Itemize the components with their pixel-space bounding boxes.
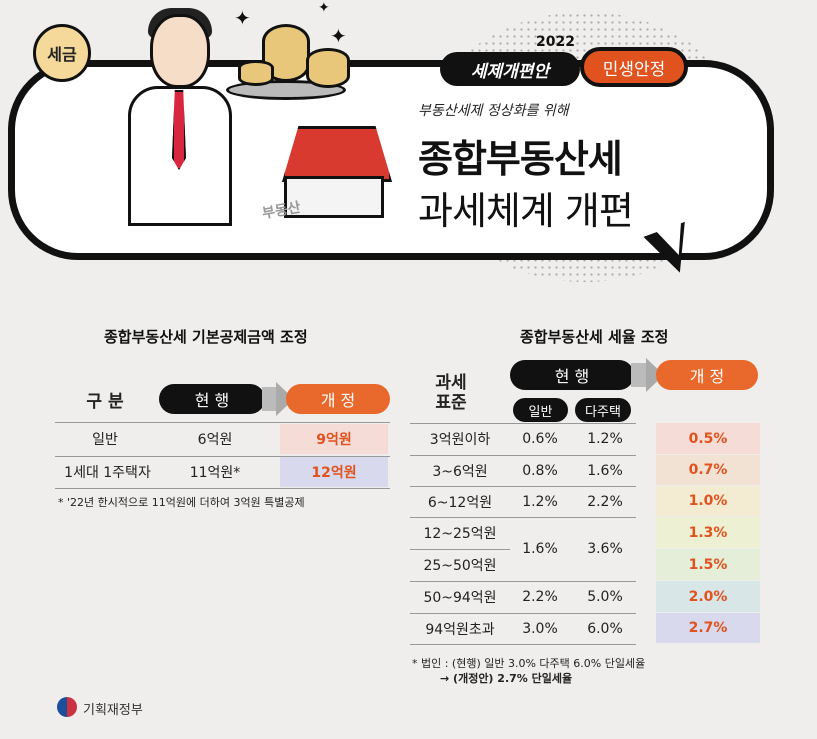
coin-label: 세금	[47, 45, 77, 64]
rate-row-multi: 2.2%	[587, 493, 623, 510]
rate-row-multi: 1.2%	[587, 431, 623, 447]
coin-stack-2	[306, 48, 350, 88]
rate-row-revised: 1.3%	[656, 517, 760, 548]
coin-icon: 세금	[33, 24, 91, 82]
series-tag: 세제개편안	[440, 52, 580, 86]
rate-row-revised: 1.5%	[656, 549, 760, 580]
deduction-row-current: 11억원*	[189, 465, 241, 481]
hero-title-line2: 과세체계 개편	[418, 189, 634, 233]
rate-row-general: 1.2%	[522, 493, 558, 510]
deduction-row-current: 6억원	[197, 432, 233, 448]
rate-note-2: → (개정안) 2.7% 단일세율	[440, 672, 573, 685]
rate-row-general: 3.0%	[522, 620, 558, 637]
rate-row-base: 50~94억원	[423, 590, 497, 606]
rate-row-multi: 3.6%	[587, 541, 623, 557]
rate-row-general: 1.6%	[522, 541, 558, 557]
house-body	[284, 176, 384, 218]
rate-row-base: 94억원초과	[425, 621, 495, 638]
deduction-row-revised-bg	[280, 457, 388, 487]
deduction-row-revised-bg	[280, 424, 388, 454]
divider	[410, 581, 636, 582]
sparkle-icon: ✦	[318, 0, 330, 16]
rate-row-revised: 0.5%	[656, 423, 760, 454]
hero-title-line1: 종합부동산세	[418, 137, 623, 181]
rate-row-base: 3억원이하	[429, 432, 491, 448]
arrow-box	[631, 363, 647, 387]
deduction-row-revised: 12억원	[311, 465, 357, 481]
rate-row-revised: 2.7%	[656, 613, 760, 643]
rate-col-general: 일반	[513, 398, 568, 422]
deduction-row-category: 일반	[92, 432, 118, 448]
org-name: 기획재정부	[83, 703, 143, 718]
hero-subtitle: 부동산세제 정상화를 위해	[418, 103, 569, 119]
rate-col-current: 현 행	[510, 360, 634, 390]
deduction-row-revised: 9억원	[316, 432, 352, 448]
coin-stack-3	[238, 60, 274, 86]
sparkle-icon: ✦	[234, 6, 251, 30]
deduction-title: 종합부동산세 기본공제금액 조정	[104, 328, 308, 346]
divider	[410, 644, 636, 645]
rate-col-base: 과세 표준	[416, 368, 486, 418]
rate-row-revised: 0.7%	[656, 455, 760, 485]
rate-col-revised: 개 정	[656, 360, 758, 390]
rate-row-base: 12~25억원	[423, 526, 497, 542]
rate-row-multi: 6.0%	[587, 620, 623, 637]
house-roof	[282, 126, 392, 182]
rate-row-base: 3~6억원	[432, 463, 488, 480]
divider	[410, 455, 636, 456]
rate-row-revised: 2.0%	[656, 581, 760, 612]
divider	[55, 488, 390, 489]
rate-row-general: 0.6%	[522, 431, 558, 447]
deduction-row-category: 1세대 1주택자	[64, 465, 151, 481]
theme-tag: 민생안정	[580, 47, 688, 87]
rate-row-revised: 1.0%	[656, 486, 760, 516]
rate-col-multi: 다주택	[575, 398, 631, 422]
deduction-col-category: 구 분	[86, 391, 124, 412]
rate-row-general: 2.2%	[522, 589, 558, 605]
divider	[410, 613, 636, 614]
divider	[410, 517, 636, 518]
rate-row-base: 25~50억원	[423, 558, 497, 574]
deduction-note: * '22년 한시적으로 11억원에 더하여 3억원 특별공제	[58, 496, 305, 509]
deduction-col-current: 현 행	[159, 384, 265, 414]
man-head	[150, 14, 210, 88]
rate-col-base-text: 과세 표준	[435, 373, 467, 413]
rate-row-base: 6~12억원	[427, 494, 493, 511]
divider	[410, 486, 636, 487]
year-tag: 2022	[536, 34, 575, 50]
rate-row-multi: 5.0%	[587, 589, 623, 605]
divider	[410, 549, 510, 550]
rate-row-general: 0.8%	[522, 462, 558, 479]
rate-title: 종합부동산세 세율 조정	[520, 328, 669, 346]
divider	[55, 422, 390, 423]
government-logo-icon	[57, 697, 77, 717]
arrow-box	[262, 387, 278, 411]
rate-row-multi: 1.6%	[587, 462, 623, 479]
divider	[55, 456, 390, 457]
deduction-col-revised: 개 정	[286, 384, 390, 414]
divider	[410, 423, 636, 424]
sparkle-icon: ✦	[330, 24, 347, 48]
rate-note-1: * 법인 : (현행) 일반 3.0% 다주택 6.0% 단일세율	[412, 657, 646, 670]
